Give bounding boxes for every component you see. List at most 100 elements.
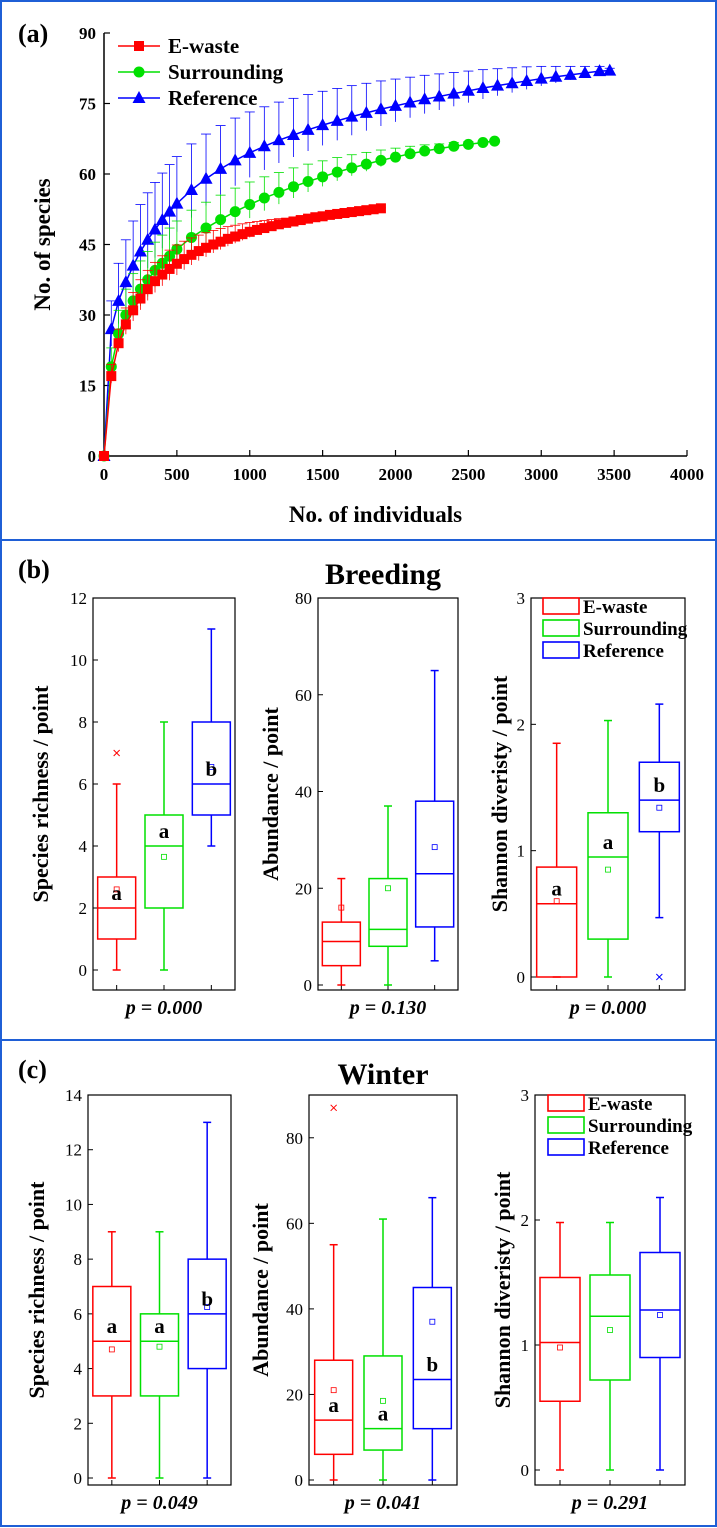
- x-tick-label: 1500: [306, 465, 340, 484]
- data-point: [330, 113, 344, 126]
- mean-marker: [330, 1387, 337, 1394]
- panel-c-frame: [0, 1039, 717, 1527]
- y-tick-label: 4: [74, 1360, 83, 1379]
- y-tick-label: 60: [79, 165, 96, 184]
- subplot-2: 0 20 40 60 80 Abundance / point p = 0.041 a a b: [248, 1094, 458, 1514]
- data-point: [244, 199, 256, 211]
- y-tick-label: 2: [521, 1211, 530, 1230]
- data-point: [112, 293, 126, 306]
- y-tick-label: 10: [70, 651, 87, 670]
- mean-marker: [338, 904, 345, 911]
- box-e-waste: a: [313, 1104, 354, 1485]
- data-point: [578, 65, 592, 78]
- data-point: [185, 231, 197, 243]
- data-point: [266, 221, 277, 232]
- data-point: [324, 209, 335, 220]
- series-line: [103, 207, 382, 457]
- box-iqr: [414, 800, 455, 928]
- data-point: [288, 216, 299, 227]
- y-tick-label: 40: [295, 783, 312, 802]
- significance-letter: b: [426, 1352, 438, 1376]
- data-point: [281, 217, 292, 228]
- data-point: [142, 284, 153, 295]
- box-iqr: [321, 921, 362, 967]
- data-point: [201, 242, 212, 253]
- data-point: [317, 171, 329, 183]
- legend-label: Reference: [583, 641, 664, 662]
- data-point: [418, 92, 432, 105]
- legend-label: E-waste: [583, 597, 647, 618]
- box-iqr: [587, 812, 629, 940]
- box-reference: [639, 1196, 681, 1485]
- panel-a: (a) 0 15 30 45 60 75 90 0 500 1000 1500 2000 2500 3000…: [18, 19, 704, 527]
- subplot-1: 0 2 4 6 8 10 12 14 Species richness / point p = 0…: [24, 1086, 232, 1514]
- box-iqr: [313, 1359, 354, 1456]
- y-tick-label: 3: [517, 589, 526, 608]
- box-iqr: [363, 1355, 403, 1451]
- y-tick-label: 4: [79, 837, 88, 856]
- box-e-waste: [321, 877, 362, 990]
- data-point: [164, 263, 175, 274]
- mean-marker: [605, 866, 611, 873]
- data-point: [302, 176, 314, 188]
- box-e-waste: a: [535, 742, 578, 990]
- outlier-marker: [655, 973, 663, 981]
- y-tick-label: 0: [521, 1461, 530, 1480]
- data-point: [317, 211, 328, 222]
- y-tick-label: 6: [79, 775, 88, 794]
- significance-letter: a: [603, 830, 614, 854]
- box-reference: b: [412, 1196, 453, 1485]
- panel-label: (c): [18, 1055, 47, 1084]
- mean-marker: [204, 1304, 211, 1310]
- y-tick-label: 6: [74, 1305, 83, 1324]
- y-tick-label: 2: [79, 899, 88, 918]
- data-point: [603, 63, 617, 76]
- y-tick-label: 60: [286, 1214, 303, 1233]
- mean-marker: [113, 886, 120, 893]
- x-tick-label: 0: [100, 465, 109, 484]
- mean-marker: [108, 1346, 115, 1353]
- data-point: [374, 102, 388, 115]
- significance-letter: a: [551, 877, 562, 901]
- y-tick-label: 80: [286, 1129, 303, 1148]
- data-point: [157, 269, 168, 280]
- data-point: [295, 215, 306, 226]
- panel-label: (b): [18, 555, 50, 584]
- box-surrounding: [589, 1221, 631, 1485]
- significance-letter: a: [328, 1393, 339, 1417]
- data-point: [354, 206, 365, 217]
- box-reference: [414, 669, 455, 990]
- mean-marker: [657, 1312, 663, 1318]
- legend-swatch: [547, 1094, 585, 1112]
- p-value: p = 0.291: [570, 1492, 648, 1514]
- y-tick-label: 2: [517, 715, 526, 734]
- data-point: [257, 139, 271, 152]
- panel-label: (a): [18, 19, 48, 48]
- data-point: [133, 244, 147, 257]
- y-tick-label: 10: [65, 1195, 82, 1214]
- data-point: [476, 80, 490, 93]
- data-point: [477, 137, 489, 149]
- legend-label: Reference: [588, 1138, 669, 1159]
- data-point: [222, 233, 233, 244]
- x-tick-label: 2500: [451, 465, 485, 484]
- panel-title: Winter: [337, 1058, 428, 1091]
- y-tick-label: 60: [295, 686, 312, 705]
- p-value: p = 0.049: [119, 1492, 197, 1514]
- data-point: [332, 208, 343, 219]
- y-axis-label: Abundance / point: [248, 1203, 273, 1377]
- data-point: [375, 154, 387, 166]
- subplot-3: 0 1 2 3 Shannon diveristy / point p = 0.000 a a…: [487, 589, 686, 1019]
- data-point: [252, 224, 263, 235]
- data-point: [419, 145, 431, 157]
- mean-marker: [607, 1327, 613, 1333]
- data-point: [186, 249, 197, 260]
- data-point: [286, 127, 300, 140]
- data-point: [184, 182, 198, 195]
- data-point: [135, 293, 146, 304]
- legend-swatch: [542, 597, 580, 615]
